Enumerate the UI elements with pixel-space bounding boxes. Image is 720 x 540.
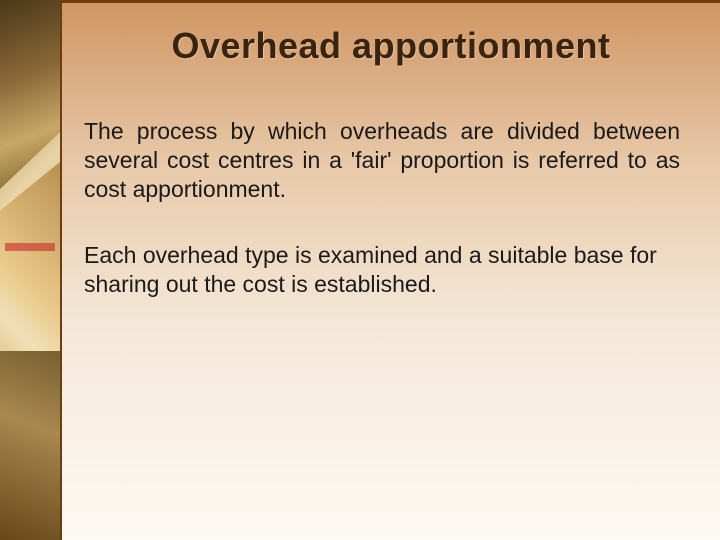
body-text: The process by which overheads are divid… (62, 67, 720, 299)
paragraph: The process by which overheads are divid… (84, 117, 680, 203)
sidebar-texture (0, 0, 60, 540)
sidebar-shape (0, 0, 60, 189)
content-area: Overhead apportionment The process by wh… (62, 0, 720, 540)
slide-title: Overhead apportionment (62, 25, 720, 67)
sidebar-accent (5, 243, 55, 251)
paragraph: Each overhead type is examined and a sui… (84, 241, 680, 299)
sidebar-shape (0, 351, 60, 540)
slide: Overhead apportionment The process by wh… (0, 0, 720, 540)
decorative-sidebar (0, 0, 62, 540)
